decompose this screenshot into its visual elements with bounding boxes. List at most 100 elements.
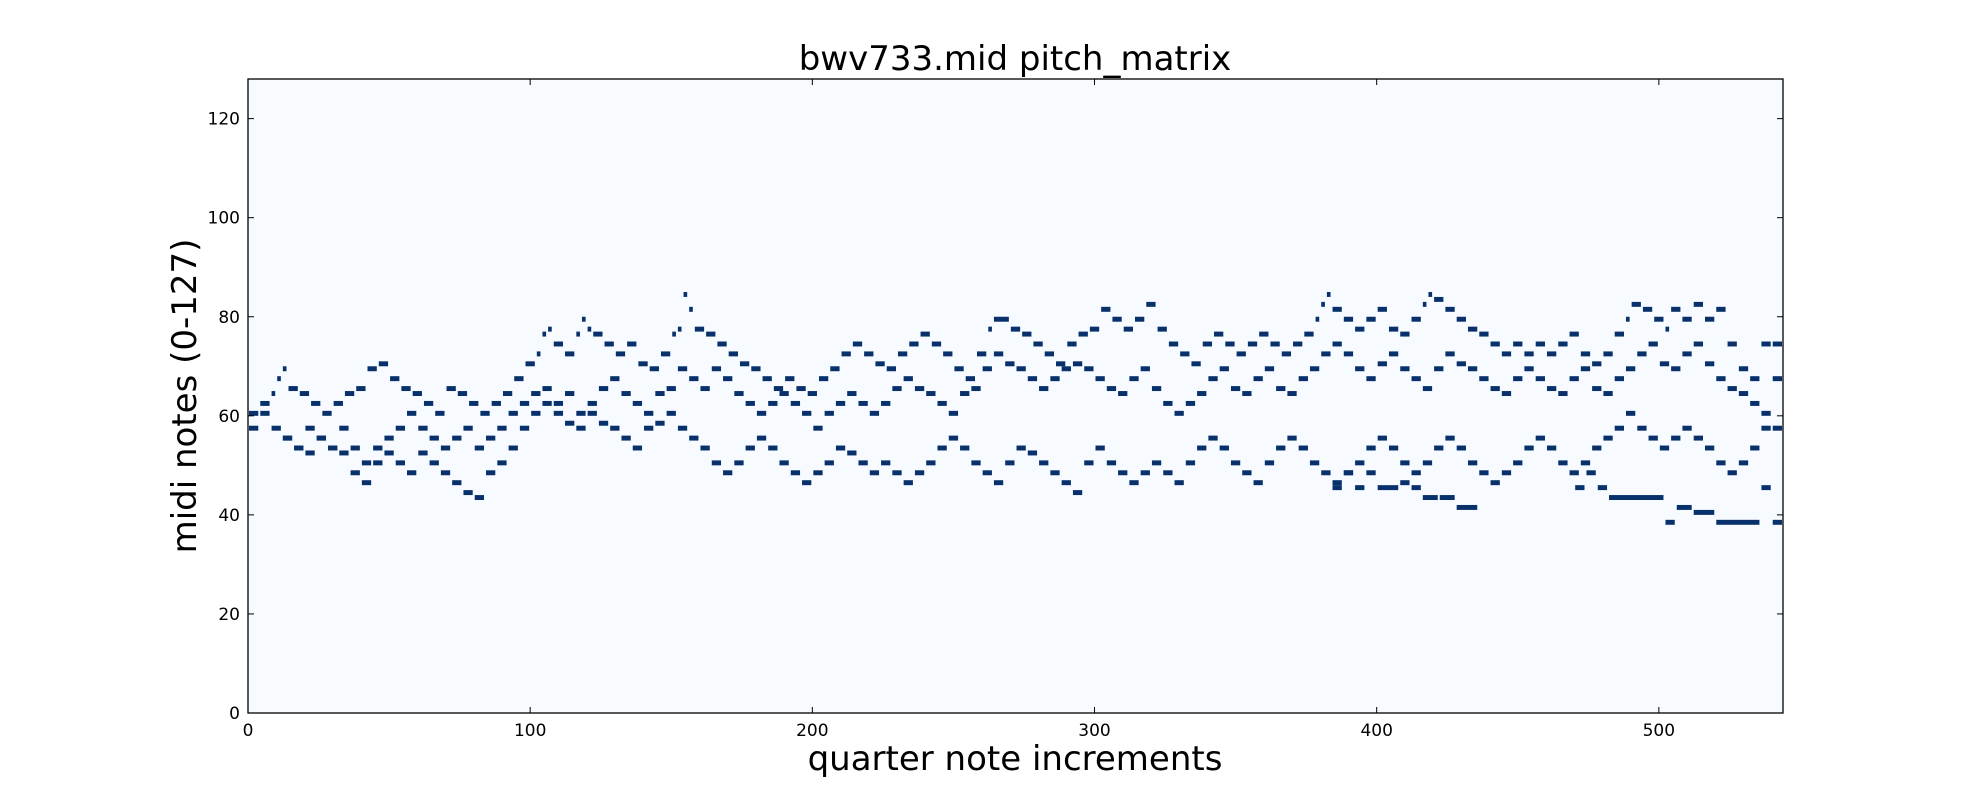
note-cell-tenor [1174,480,1184,486]
note-cell-soprano [469,400,479,406]
note-cell-soprano [1033,341,1043,347]
note-cell-soprano [344,391,355,396]
note-cell-soprano [542,331,547,337]
note-cell-soprano [1326,291,1331,297]
note-cell-alto [1727,386,1737,392]
note-cell-soprano [1671,306,1681,312]
note-cell-tenor [1095,445,1105,451]
note-cell-tenor [858,460,868,466]
note-cell-bass [1332,485,1342,491]
note-cell-tenor [1163,470,1173,476]
note-cell-tenor [305,450,315,456]
note-cell-soprano [480,410,490,416]
note-cell-alto [440,445,451,451]
note-cell-tenor [1106,460,1117,466]
note-cell-soprano [864,351,874,357]
note-cell-alto [621,391,631,396]
note-cell-tenor [1603,435,1613,441]
note-cell-soprano [299,391,310,396]
note-cell-alto [869,410,880,416]
note-cell-bass [1609,495,1664,501]
note-cell-soprano [1434,296,1444,302]
note-cell-soprano [1428,291,1433,297]
note-cell-soprano [1665,326,1670,332]
note-cell-alto [497,425,507,431]
note-cell-bass [1366,470,1376,476]
y-axis-ticks: 0 20 40 60 80 100 120 [208,110,1783,724]
note-cell-alto [1118,391,1128,396]
note-cell-alto [1558,391,1568,396]
note-cell-soprano [1614,331,1624,337]
note-cell-tenor [1287,435,1297,441]
note-cell-soprano [1592,361,1602,367]
note-cell-alto [1343,351,1354,357]
x-tick-label: 500 [1643,721,1675,741]
note-cell-bass [1343,470,1354,476]
note-cell-tenor [700,445,710,451]
note-cell-alto [1659,361,1670,367]
note-cell-alto [576,410,586,416]
note-cell-alto [598,386,609,392]
note-cell-soprano [553,341,564,347]
note-cell-soprano [457,391,468,396]
note-cell-soprano [593,331,603,337]
note-cell-tenor [779,460,789,466]
note-cell-alto [249,425,259,431]
note-cell-soprano [773,386,784,392]
note-cell-alto [1580,366,1591,372]
note-cell-alto [632,400,643,406]
note-cell-soprano [446,386,456,392]
note-cell-alto [407,410,417,416]
note-cell-alto [531,391,541,396]
note-cell-alto [666,386,676,392]
note-cell-soprano [1761,341,1771,347]
note-cell-tenor [1456,445,1466,451]
note-cell-alto [1671,366,1681,372]
note-cell-bass [1411,485,1421,491]
note-cell-alto [1321,351,1331,357]
note-cell-alto [948,410,959,416]
note-cell-alto [553,400,564,406]
note-cell-soprano [1558,341,1568,347]
note-cell-tenor [756,435,767,441]
note-cell-alto [858,400,868,406]
note-cell-alto [1716,376,1726,382]
y-axis-label: midi notes (0-127) [165,239,205,554]
note-cell-tenor [1230,460,1241,466]
note-cell-tenor [598,420,609,426]
note-cell-soprano [1467,326,1478,332]
note-cell-soprano [993,316,1009,322]
note-cell-alto [903,376,913,382]
note-cell-soprano [694,326,705,332]
note-cell-soprano [1112,316,1122,322]
note-cell-alto [1524,366,1534,372]
note-cell-alto [1151,386,1162,392]
note-cell-soprano [1259,331,1269,337]
note-cell-soprano [886,366,896,372]
note-cell-tenor [1411,470,1421,476]
note-cell-alto [813,425,823,431]
note-cell-soprano [423,400,434,406]
note-cell-tenor [1151,460,1162,466]
note-cell-soprano [1191,361,1201,367]
note-cell-alto [1106,386,1117,392]
note-cell-tenor [486,470,496,476]
y-tick-label: 80 [218,308,240,328]
note-cell-soprano [367,366,377,372]
note-cell-soprano [525,361,535,367]
note-cell-soprano [1366,316,1376,322]
note-cell-tenor [373,460,383,466]
note-cell-soprano [638,361,648,367]
note-cell-tenor [1671,435,1681,441]
note-cell-soprano [536,351,541,357]
note-cell-soprano [514,376,524,382]
note-cell-soprano [841,351,851,357]
note-cell-tenor [531,410,541,416]
note-cell-alto [1005,361,1015,367]
note-cell-tenor [790,470,801,476]
note-cell-tenor [1524,445,1534,451]
x-tick-label: 300 [1078,721,1110,741]
note-cell-alto [395,425,406,431]
note-cell-soprano [282,366,287,372]
